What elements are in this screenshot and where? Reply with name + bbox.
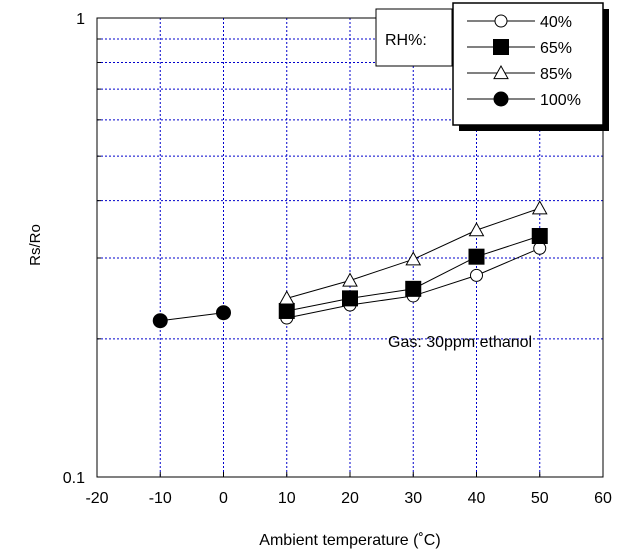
series-65pct (278, 228, 548, 319)
x-tick-label: 20 (341, 490, 359, 507)
data-point (468, 248, 485, 265)
legend-marker (493, 39, 509, 55)
x-tick-label: -20 (85, 490, 108, 507)
data-point (152, 313, 168, 329)
data-point (468, 222, 485, 237)
x-tick-label: 40 (468, 490, 486, 507)
x-tick-label: 50 (531, 490, 549, 507)
data-point (342, 290, 358, 307)
data-point (531, 200, 548, 215)
legend-box (452, 2, 604, 126)
axis-layer: -20 -10 0 10 20 30 40 50 60 0.1 1 (63, 11, 612, 507)
y-tick-label: 1 (76, 11, 85, 28)
legend-marker (493, 64, 509, 80)
data-point (470, 268, 483, 282)
legend-label: 40% (540, 14, 572, 31)
x-axis-label: Ambient temperature (˚C) (259, 532, 440, 549)
legend-title: RH%: (385, 32, 427, 49)
data-point (342, 272, 358, 287)
legend-marker (494, 14, 508, 28)
data-point (531, 228, 548, 245)
series-100pct (152, 305, 231, 329)
x-tick-label: 60 (594, 490, 612, 507)
x-tick-label: -10 (149, 490, 172, 507)
legend-label: 65% (540, 40, 572, 57)
annotation-text: Gas: 30ppm ethanol (388, 334, 532, 351)
data-point (533, 241, 547, 255)
y-axis-label: Rs/Ro (27, 224, 44, 266)
data-point (278, 290, 295, 305)
y-tick-label: 0.1 (63, 470, 85, 487)
data-point (278, 302, 295, 319)
x-tick-label: 30 (404, 490, 422, 507)
data-point (216, 305, 231, 321)
x-tick-label: 10 (278, 490, 296, 507)
series-line (160, 312, 224, 322)
legend-label: 100% (540, 92, 581, 109)
legend-marker (493, 91, 509, 107)
legend-label: 85% (540, 66, 572, 83)
data-point (405, 251, 422, 266)
x-tick-label: 0 (219, 490, 228, 507)
legend: RH%: 40% 65% 85% 100% (375, 2, 609, 131)
series-layer (152, 200, 548, 329)
data-point (405, 280, 422, 297)
series-85pct (278, 200, 548, 305)
legend-title-box (375, 8, 453, 67)
